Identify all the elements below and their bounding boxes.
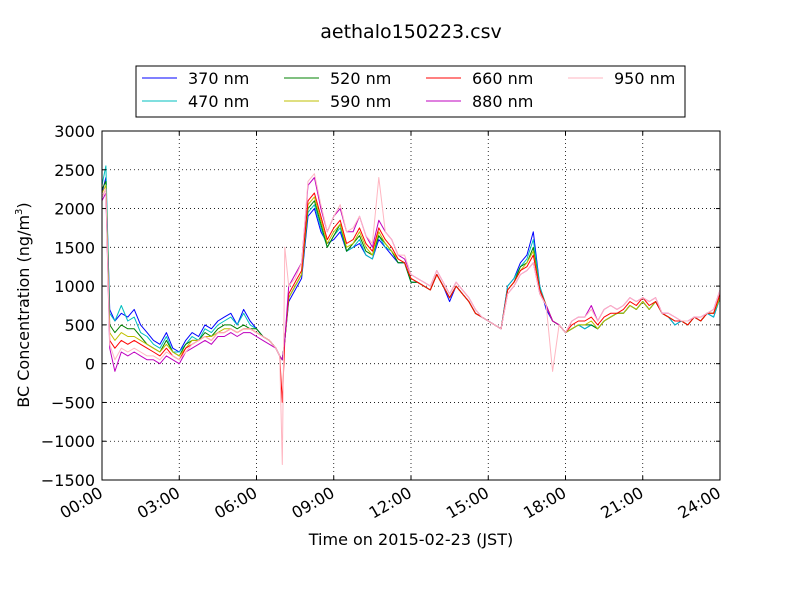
x-tick-label: 06:00 [211,483,260,523]
y-tick-label: −1500 [41,471,95,490]
legend-label: 470 nm [188,92,249,111]
legend-label: 950 nm [614,69,675,88]
y-tick-label: −1000 [41,432,95,451]
y-tick-label: 3000 [54,122,95,141]
x-tick-label: 03:00 [134,483,183,523]
y-tick-label: 1500 [54,238,95,257]
x-tick-label: 18:00 [520,483,569,523]
y-axis-label-superscript: 3 [14,209,25,215]
legend-label: 370 nm [188,69,249,88]
x-tick-labels: 00:00 03:00 06:00 09:00 12:00 15:00 18:00 21:00… [57,483,724,523]
y-axis-label-text: BC Concentration (ng/m [14,215,33,408]
ticks [101,130,721,481]
y-axis-label-close: ) [14,202,33,208]
series-line [102,177,720,361]
legend-label: 590 nm [330,92,391,111]
y-tick-label: −500 [51,393,95,412]
legend: 370 nm 470 nm 520 nm 590 nm 660 nm 880 nm 950 … [135,65,686,118]
y-tick-label: 0 [85,355,95,374]
x-axis-label: Time on 2015-02-23 (JST) [308,530,513,549]
series-line [102,165,720,361]
x-tick-label: 24:00 [675,483,724,523]
y-tick-label: 2500 [54,161,95,180]
y-tick-label: 500 [64,316,95,335]
legend-box [135,65,686,118]
chart-title: aethalo150223.csv [320,21,502,43]
legend-label: 880 nm [472,92,533,111]
y-axis-label: BC Concentration (ng/m3) [14,202,33,407]
grid [102,131,720,480]
x-tick-label: 09:00 [288,483,337,523]
y-tick-labels: −1500 −1000 −500 0 500 1000 1500 2000 2500 3000 [41,122,95,490]
x-tick-label: 12:00 [366,483,415,523]
series-lines [102,165,720,465]
x-tick-label: 15:00 [443,483,492,523]
y-tick-label: 1000 [54,277,95,296]
y-tick-label: 2000 [54,200,95,219]
legend-label: 660 nm [472,69,533,88]
legend-label: 520 nm [330,69,391,88]
x-tick-label: 21:00 [597,483,646,523]
series-line [102,173,720,465]
